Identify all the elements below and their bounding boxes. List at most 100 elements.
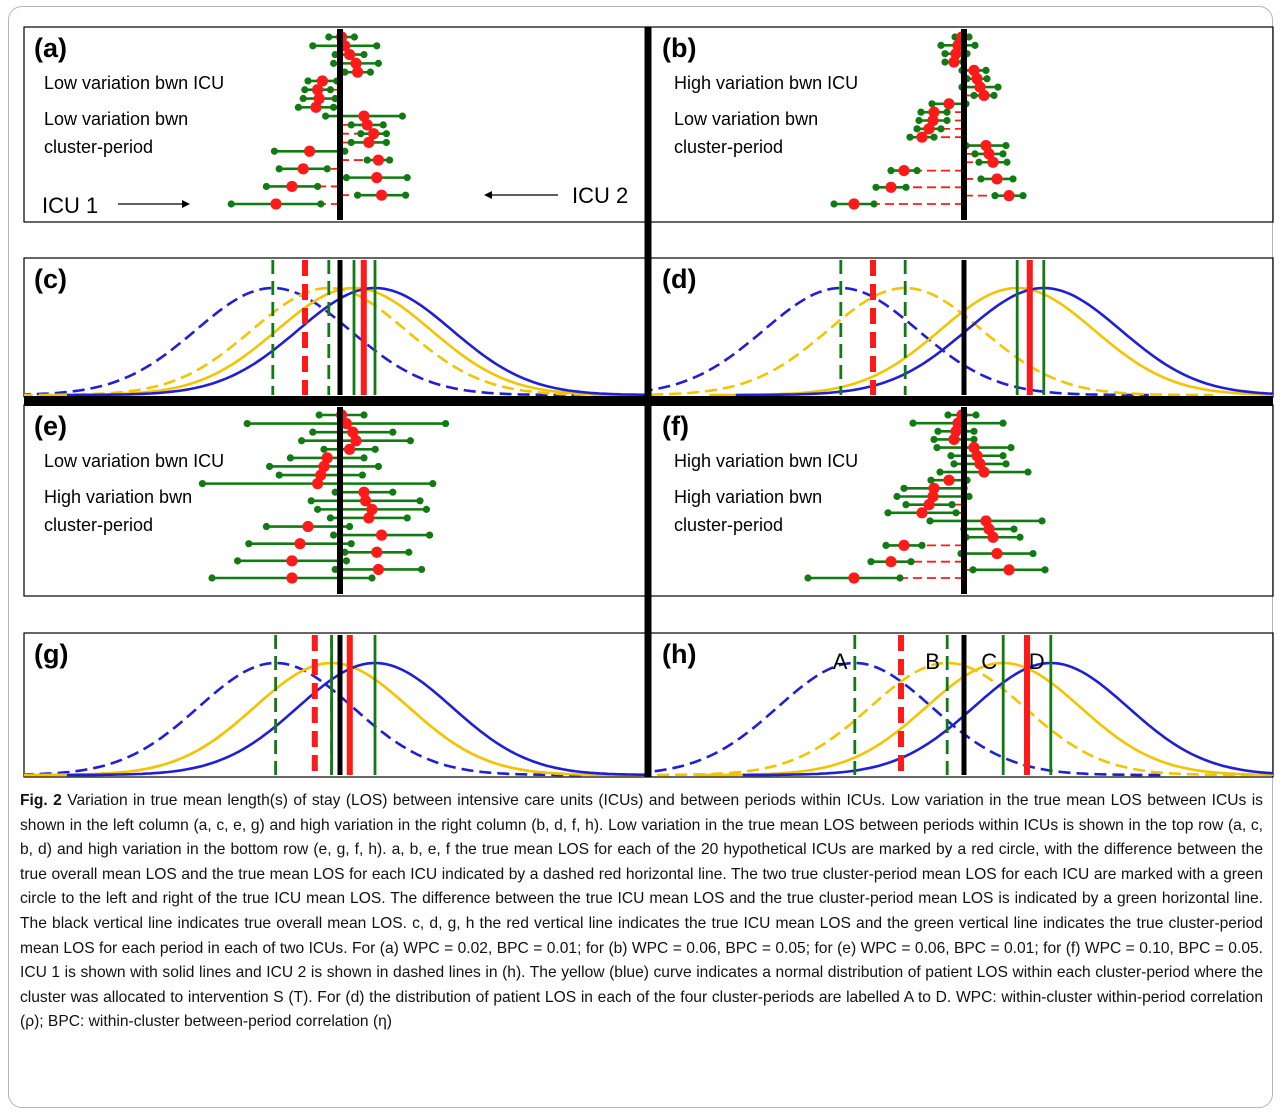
icu-mean-point xyxy=(368,128,380,140)
cluster-period-mean-point xyxy=(1024,468,1032,476)
cluster-period-mean-point xyxy=(379,121,387,129)
cluster-period-mean-point xyxy=(314,505,322,513)
panel-label-d: (d) xyxy=(662,264,696,294)
cluster-period-mean-point xyxy=(373,42,381,50)
cluster-period-mean-point xyxy=(944,411,952,419)
cluster-period-mean-point xyxy=(342,557,350,565)
cluster-period-mean-point xyxy=(346,522,354,531)
cluster-period-mean-point xyxy=(398,112,406,120)
panel-annotation-a: cluster-period xyxy=(44,137,153,157)
cluster-period-mean-point xyxy=(270,147,278,155)
cluster-period-mean-point xyxy=(971,41,979,49)
cluster-period-mean-point xyxy=(330,531,338,539)
icu-mean-point xyxy=(297,163,309,175)
cluster-period-mean-point xyxy=(999,150,1007,158)
icu-mean-point xyxy=(978,89,990,102)
cluster-period-mean-point xyxy=(937,41,945,49)
cluster-period-mean-point xyxy=(245,540,253,548)
cluster-period-mean-point xyxy=(930,133,938,141)
cluster-period-mean-point xyxy=(426,531,434,539)
icu-mean-point xyxy=(313,92,325,105)
cluster-period-mean-point xyxy=(1002,460,1010,468)
icu-mean-point xyxy=(350,435,362,447)
panel-annotation-f: High variation bwn ICU xyxy=(674,451,858,471)
cluster-period-mean-point xyxy=(347,138,355,147)
panel-border-g xyxy=(23,632,649,778)
cluster-period-mean-point xyxy=(294,103,302,111)
cluster-period-mean-point xyxy=(360,454,368,462)
icu-mean-point xyxy=(943,474,955,486)
cluster-period-mean-point xyxy=(917,108,925,116)
icu-mean-point xyxy=(310,101,322,113)
cluster-period-mean-point xyxy=(330,59,338,67)
cluster-period-mean-point xyxy=(887,167,895,175)
cluster-period-mean-point xyxy=(350,33,358,41)
cluster-period-mean-point xyxy=(314,182,322,191)
distribution-curve xyxy=(695,661,1273,777)
panel-annotation-a: Low variation bwn ICU xyxy=(44,73,224,93)
cluster-period-mean-point xyxy=(900,484,908,492)
cluster-period-mean-point xyxy=(262,182,270,191)
cluster-period-mean-point xyxy=(1038,517,1046,525)
icu-mean-point xyxy=(928,482,940,494)
panel-border-d xyxy=(647,257,1274,398)
icu-mean-point xyxy=(294,538,306,550)
icu-mean-point xyxy=(978,466,990,478)
panel-annotation-b: cluster-period xyxy=(674,137,783,157)
panel-annotation-b: High variation bwn ICU xyxy=(674,73,858,93)
cluster-period-mean-point xyxy=(301,86,309,94)
cluster-period-mean-point xyxy=(315,411,323,419)
cluster-period-mean-point xyxy=(970,91,978,100)
cluster-period-mean-point xyxy=(416,497,424,505)
curves-c xyxy=(24,260,648,397)
cluster-period-mean-point xyxy=(909,419,917,427)
cluster-period-mean-point xyxy=(913,125,921,133)
cluster-period-mean-point xyxy=(402,191,410,199)
cluster-period-mean-point xyxy=(389,488,397,496)
icu-mean-point xyxy=(312,84,324,96)
cluster-period-mean-point xyxy=(977,175,985,183)
panel-content xyxy=(24,29,1273,777)
cluster-period-mean-point xyxy=(322,112,330,120)
icu-mean-point xyxy=(376,189,388,201)
icu-mean-point xyxy=(347,426,359,438)
icu-mean-point xyxy=(286,180,298,193)
cluster-period-mean-point xyxy=(406,437,414,445)
figure-caption: Fig. 2 Variation in true mean length(s) … xyxy=(20,789,1263,1035)
figure-caption-text: Variation in true mean length(s) of stay… xyxy=(20,792,1263,1031)
cluster-period-mean-point xyxy=(930,435,938,444)
cluster-period-mean-point xyxy=(358,471,366,479)
curve-label: A xyxy=(833,649,848,674)
cluster-period-mean-point xyxy=(1016,533,1024,541)
cluster-period-mean-point xyxy=(325,33,333,41)
cluster-period-mean-point xyxy=(952,509,960,517)
icu-mean-point xyxy=(350,57,362,69)
cluster-period-mean-point xyxy=(374,462,382,471)
cluster-period-mean-point xyxy=(936,468,944,476)
cluster-period-mean-point xyxy=(234,557,242,565)
panel-label-h: (h) xyxy=(662,639,696,669)
cluster-period-mean-point xyxy=(994,83,1002,91)
curves-h xyxy=(648,635,1273,777)
panel-annotation-b: Low variation bwn xyxy=(674,109,818,129)
cluster-period-mean-point xyxy=(275,165,283,173)
distribution-curve xyxy=(735,286,1273,397)
panel-label-b: (b) xyxy=(662,33,696,63)
cluster-period-mean-point xyxy=(403,514,411,522)
cluster-period-mean-point xyxy=(872,183,880,191)
cluster-period-mean-point xyxy=(442,419,450,428)
figure-canvas: A B C D (a) (b) (c) (d) (e) (f) (g) (h) Low variatio… xyxy=(23,26,1274,778)
icu-mean-point xyxy=(923,499,935,511)
icu-mean-point xyxy=(358,110,370,122)
cluster-period-mean-point xyxy=(1003,158,1011,166)
icu-mean-point xyxy=(340,417,352,430)
icu-mean-point xyxy=(360,495,372,507)
cluster-period-mean-point xyxy=(982,66,990,74)
distribution-curve xyxy=(24,286,581,397)
cluster-period-mean-point xyxy=(1041,566,1049,574)
icu-mean-point xyxy=(372,154,384,166)
icu-mean-point xyxy=(848,198,860,210)
icu-mean-point xyxy=(974,81,986,93)
panel-label-a: (a) xyxy=(34,33,67,63)
cluster-period-mean-point xyxy=(243,419,251,428)
